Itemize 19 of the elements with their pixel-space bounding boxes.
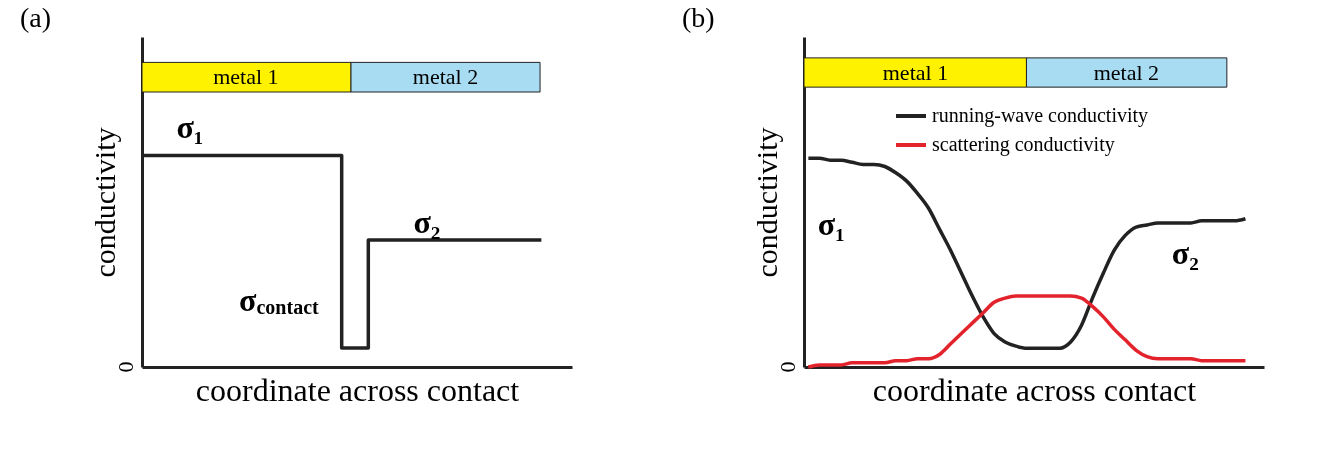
text: metal 1 [213,64,279,90]
text: 0 [775,361,800,373]
annotation: σ₂ [413,204,441,241]
chart-title: (a) [20,2,52,33]
text: metal 1 [882,59,949,85]
x-axis-title: coordinate across contact [195,371,520,408]
text: metal 2 [412,64,479,90]
legend-label: running-wave conductivity [932,104,1149,127]
x-axis-title: coordinate across contact [872,371,1197,408]
annotation: σcontact [239,282,320,319]
legend-label: scattering conductivity [932,133,1115,156]
y-axis-title: conductivity [749,127,783,278]
y-axis-title: conductivity [87,127,121,278]
annotation: σ₂ [1171,235,1199,272]
text: metal 2 [1093,59,1160,85]
text: σ₁ [176,108,204,145]
chart-title: (b) [682,2,715,33]
annotation: 0 [113,361,138,373]
annotation: σ₁ [817,205,845,242]
